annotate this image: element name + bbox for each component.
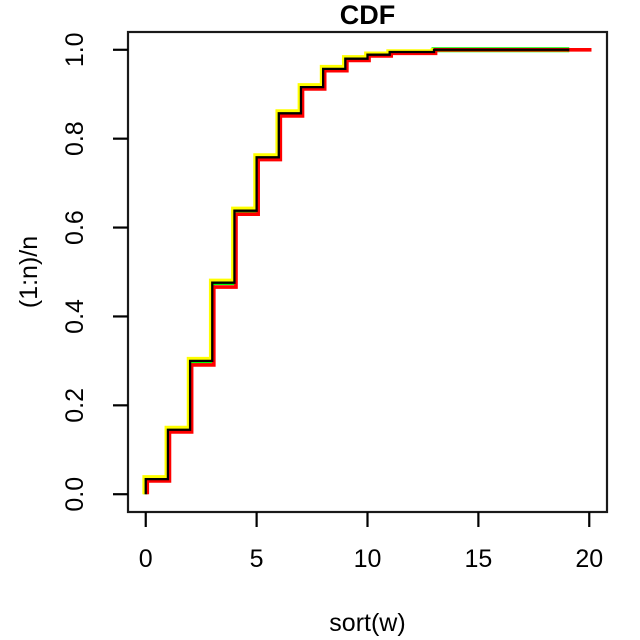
ecdf-series-group <box>142 47 592 495</box>
plot-box <box>126 30 609 514</box>
x-axis-tick-labels: 0 5 10 15 20 <box>139 545 603 573</box>
x-axis-label: sort(w) <box>329 609 405 637</box>
x-tick-label: 10 <box>354 545 382 573</box>
y-tick-label: 0.4 <box>61 299 89 334</box>
y-tick-label: 0.2 <box>61 388 89 423</box>
x-tick-label: 5 <box>250 545 264 573</box>
x-tick-label: 20 <box>575 545 603 573</box>
y-tick-label: 1.0 <box>61 32 89 67</box>
x-axis-ticks <box>144 512 591 527</box>
x-tick-label: 0 <box>139 545 153 573</box>
series-ecdf-red <box>145 47 592 495</box>
series-ecdf-yellow <box>142 47 568 495</box>
y-axis-tick-labels: 0.0 0.2 0.4 0.6 0.8 1.0 <box>61 32 89 511</box>
plot-title: CDF <box>340 0 396 30</box>
y-axis-ticks <box>113 48 128 496</box>
series-ecdf-black <box>144 48 570 495</box>
y-tick-label: 0.8 <box>61 121 89 156</box>
y-axis-label: (1:n)/n <box>15 236 43 308</box>
y-tick-label: 0.6 <box>61 210 89 245</box>
series-ecdf-green <box>143 47 570 495</box>
y-tick-label: 0.0 <box>61 477 89 512</box>
x-tick-label: 15 <box>464 545 492 573</box>
